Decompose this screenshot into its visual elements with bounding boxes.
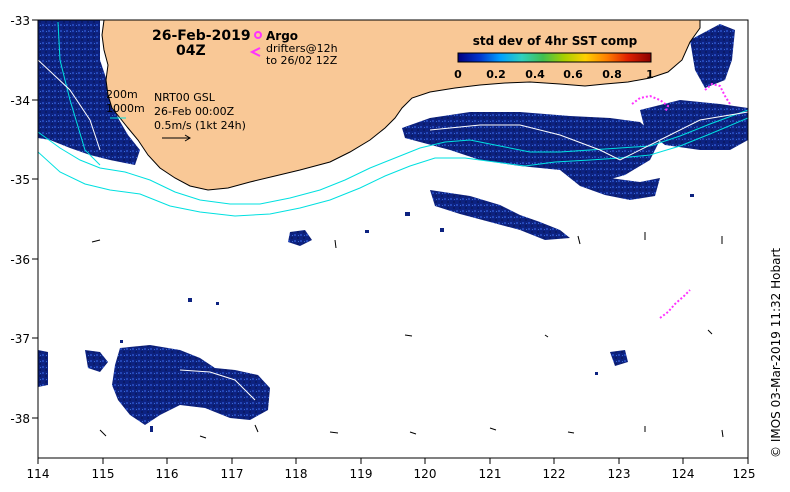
x-tick-label: 125 [733,467,756,481]
x-tick-label: 120 [414,467,437,481]
axis-tick-marks [32,19,749,464]
contour-legend: 200m 1000m [106,88,145,119]
x-tick-label: 119 [350,467,373,481]
y-tick-label: -37 [10,332,30,346]
current-scale: 0.5m/s (1kt 24h) [154,119,246,132]
sst-patch-west-coast [38,20,140,165]
colorbar-tick: 0.4 [525,68,545,81]
sst-patch-south-east [560,170,660,200]
argo-marker-icon [254,31,262,39]
bathymetry-contours [38,21,748,217]
scale-arrow-icon [162,134,191,142]
sst-patch-central-south [402,112,660,182]
model-time: 26-Feb 00:00Z [154,105,235,118]
current-info: NRT00 GSL 26-Feb 00:00Z 0.5m/s (1kt 24h) [154,91,246,142]
y-tick-label: -35 [10,173,30,187]
sst-patch-small-2 [85,350,108,372]
x-tick-label: 117 [221,467,244,481]
colorbar-tick: 0 [454,68,462,81]
map-hour: 04Z [176,43,206,59]
model-name: NRT00 GSL [154,91,216,104]
argo-legend: Argo drifters@12h to 26/02 12Z [249,29,338,67]
x-axis-labels: 114 115 116 117 118 119 120 121 122 123 … [27,467,756,481]
contour-200m-label: 200m [106,88,138,101]
argo-label: Argo [266,29,298,43]
colorbar-tick: 0.8 [602,68,622,81]
current-streamline [38,59,748,401]
x-tick-label: 114 [27,467,50,481]
colorbar-gradient [457,52,652,63]
x-tick-label: 123 [608,467,631,481]
x-tick-label: 121 [479,467,502,481]
contour-1000m-label: 1000m [106,102,145,115]
y-tick-label: -34 [10,94,30,108]
sst-patch-southwest [112,345,270,425]
plot-frame [37,19,749,459]
y-axis-labels: -33 -34 -35 -36 -37 -38 [10,14,30,426]
drifter-tracks [631,82,731,319]
x-tick-label: 115 [92,467,115,481]
colorbar: std dev of 4hr SST comp 0 0.2 0.4 0.6 0.… [454,34,654,81]
colorbar-title: std dev of 4hr SST comp [473,34,638,48]
x-tick-label: 122 [543,467,566,481]
map-date: 26-Feb-2019 [152,28,251,44]
sst-patch-small-3 [610,350,628,366]
y-tick-label: -38 [10,412,30,426]
x-tick-label: 118 [285,467,308,481]
colorbar-tick: 0.6 [563,68,583,81]
y-tick-label: -33 [10,14,30,28]
sst-patch-mid [430,190,570,240]
x-tick-label: 116 [156,467,179,481]
sst-patch-north-east [690,24,735,88]
colorbar-tick: 0.2 [486,68,506,81]
sst-patch-small-1 [288,230,312,246]
drifter-marker-icon [249,47,261,57]
sst-patch-east [640,100,748,150]
sst-data-layer [38,20,748,432]
drifters-range-label: to 26/02 12Z [266,54,338,67]
x-tick-label: 124 [672,467,695,481]
sst-specks [120,132,716,432]
imos-credit: © IMOS 03-Mar-2019 11:32 Hobart [769,248,783,458]
velocity-arrows [91,232,724,439]
drifters-label: drifters@12h [266,42,338,55]
sst-patch-left-edge [38,350,48,387]
colorbar-tick: 1 [646,68,654,81]
y-tick-label: -36 [10,253,30,267]
